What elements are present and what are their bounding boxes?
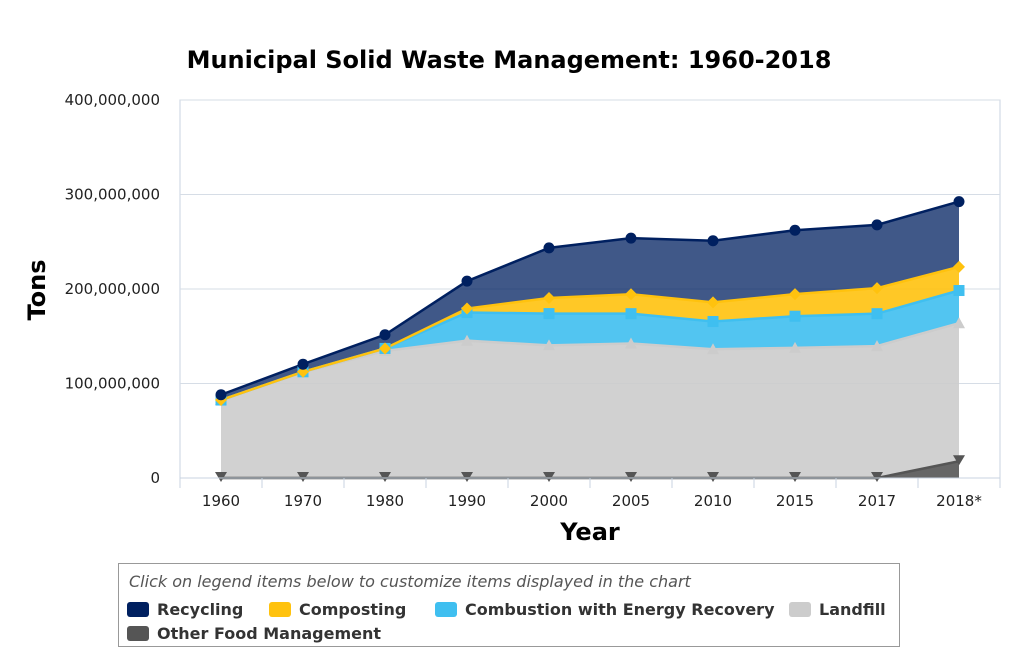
area-composting [221,266,959,401]
point-landfill[interactable] [625,337,637,349]
point-composting[interactable] [379,342,391,355]
point-recycling[interactable] [953,196,965,208]
point-combustion-with-energy-recovery[interactable] [543,308,555,320]
point-combustion-with-energy-recovery[interactable] [707,316,719,328]
point-other-food-management[interactable] [297,472,309,482]
y-tick-label: 0 [150,469,160,487]
y-axis-title: Tons [23,259,51,320]
legend-swatch [435,602,457,617]
legend-swatch [789,602,811,617]
legend-swatch [127,626,149,641]
point-recycling[interactable] [789,224,801,236]
point-landfill[interactable] [543,339,555,351]
point-composting[interactable] [461,302,473,315]
point-landfill[interactable] [707,343,719,355]
legend-label: Recycling [157,600,244,619]
point-combustion-with-energy-recovery[interactable] [871,308,883,320]
point-other-food-management[interactable] [871,472,883,482]
y-tick-label: 400,000,000 [65,91,160,109]
y-tick-label: 300,000,000 [65,186,160,204]
line-landfill [220,322,960,402]
data-markers [215,196,965,482]
point-recycling[interactable] [543,242,555,254]
point-other-food-management[interactable] [379,472,391,482]
chart-title: Municipal Solid Waste Management: 1960-2… [187,46,832,74]
legend-item-composting[interactable]: Composting [269,600,406,619]
x-axis-title: Year [559,518,620,546]
point-recycling[interactable] [707,235,719,247]
point-recycling[interactable] [215,389,227,401]
point-composting[interactable] [543,291,555,304]
point-composting[interactable] [707,296,719,309]
point-composting[interactable] [789,288,801,301]
x-tick-label: 2018* [936,492,982,510]
x-tick-label: 2017 [858,492,896,510]
y-tick-label: 200,000,000 [65,280,160,298]
x-tick-label: 2005 [612,492,650,510]
area-layers [220,200,960,480]
legend-item-landfill[interactable]: Landfill [789,600,886,619]
point-other-food-management[interactable] [789,472,801,482]
point-other-food-management[interactable] [215,472,227,482]
legend-label: Composting [299,600,407,619]
chart: Municipal Solid Waste Management: 1960-2… [23,46,1001,546]
x-tick-label: 1990 [448,492,486,510]
point-landfill[interactable] [953,317,965,329]
legend-item-combustion-with-energy-recovery[interactable]: Combustion with Energy Recovery [435,600,775,619]
line-recycling [220,200,960,396]
point-recycling[interactable] [461,275,473,287]
legend-swatch [269,602,291,617]
legend-label: Landfill [819,600,886,619]
point-composting[interactable] [953,260,965,273]
point-recycling[interactable] [871,219,883,231]
point-other-food-management[interactable] [625,472,637,482]
point-recycling[interactable] [379,329,391,341]
point-recycling[interactable] [625,232,637,244]
y-tick-label: 100,000,000 [65,375,160,393]
x-tick-label: 1970 [284,492,322,510]
point-composting[interactable] [625,288,637,301]
legend-label: Combustion with Energy Recovery [465,600,775,619]
x-tick-label: 1980 [366,492,404,510]
area-recycling [221,201,959,401]
x-tick-label: 2010 [694,492,732,510]
point-other-food-management[interactable] [461,472,473,482]
point-other-food-management[interactable] [707,472,719,482]
point-landfill[interactable] [461,334,473,346]
legend-swatch [127,602,149,617]
legend: Click on legend items below to customize… [118,563,900,647]
legend-label: Other Food Management [157,624,382,643]
point-combustion-with-energy-recovery[interactable] [953,285,965,297]
y-axis-ticks: 0 100,000,000 200,000,000 300,000,000 400,00… [65,91,160,487]
point-recycling[interactable] [297,358,309,370]
x-tick-label: 2000 [530,492,568,510]
point-other-food-management[interactable] [953,455,965,466]
point-composting[interactable] [871,282,883,295]
point-combustion-with-energy-recovery[interactable] [789,310,801,322]
point-landfill[interactable] [789,341,801,353]
x-axis-ticks: 1960 1970 1980 1990 2000 2005 2010 2015 2017 2018… [179,477,1001,510]
line-composting [220,265,960,402]
legend-item-other-food-management[interactable]: Other Food Management [127,624,381,643]
point-combustion-with-energy-recovery[interactable] [625,308,637,320]
legend-item-recycling[interactable]: Recycling [127,600,243,619]
area-landfill [221,323,959,478]
x-tick-label: 1960 [202,492,240,510]
x-tick-label: 2015 [776,492,814,510]
point-landfill[interactable] [871,340,883,352]
point-other-food-management[interactable] [543,472,555,482]
legend-hint: Click on legend items below to customize… [129,572,691,591]
